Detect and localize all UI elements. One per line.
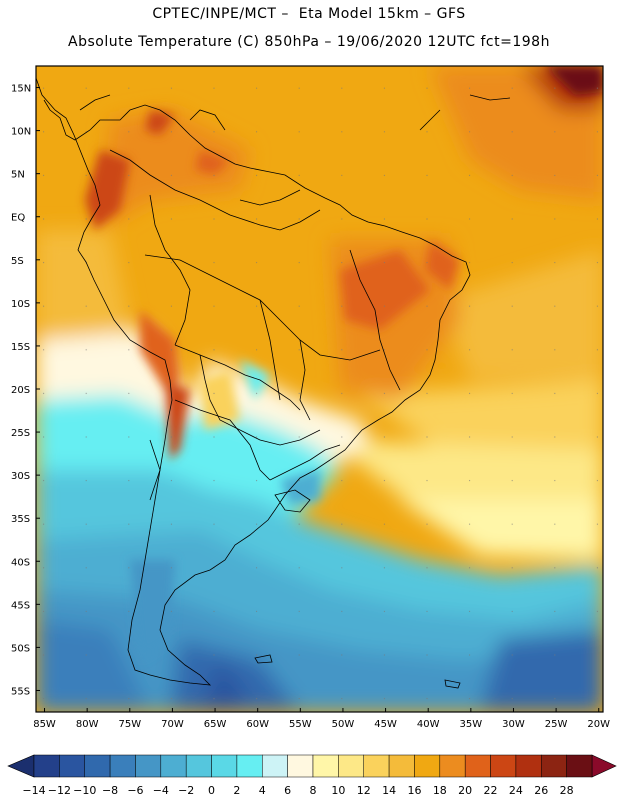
colorbar-label: 0 (208, 784, 215, 797)
colorbar: −14 −12 −10 −8 −6 −4 −2 0 2 4 6 8 10 12 14 16 18 20 22 24 26… (7, 754, 617, 797)
lat-label: 25S (11, 428, 30, 439)
colorbar-swatch (388, 754, 415, 778)
map-title-line-1: CPTEC/INPE/MCT – Eta Model 15km – GFS (152, 6, 466, 22)
colorbar-label: 20 (458, 784, 472, 797)
colorbar-label: 12 (357, 784, 371, 797)
latitude-axis: 15N 10N 5N EQ 5S 10S 15S 20S 25S 30S 35S 40S 45S 50S 5… (11, 84, 40, 697)
lon-label: 55W (289, 719, 312, 730)
colorbar-swatch (490, 754, 517, 778)
colorbar-swatch (363, 754, 390, 778)
coastline-and-borders (36, 77, 511, 689)
colorbar-label: 10 (331, 784, 345, 797)
lon-label: 65W (204, 719, 227, 730)
map-title-line-2: Absolute Temperature (C) 850hPa – 19/06/… (68, 34, 550, 50)
longitude-axis: 85W 80W 75W 70W 65W 60W 55W 50W 45W 40W 35W 30W 25W 2… (33, 708, 610, 730)
colorbar-swatch (287, 754, 314, 778)
colorbar-swatch (338, 754, 364, 778)
colorbar-swatch (566, 754, 593, 778)
colorbar-label: −12 (48, 784, 71, 797)
colorbar-swatch (135, 754, 162, 778)
lat-label: 5N (11, 170, 25, 181)
colorbar-label: 2 (233, 784, 240, 797)
colorbar-label: 24 (509, 784, 523, 797)
colorbar-swatch (84, 754, 111, 778)
colorbar-swatch (236, 754, 263, 778)
colorbar-label: 26 (534, 784, 548, 797)
lon-label: 30W (502, 719, 525, 730)
colorbar-arrow-left (7, 754, 35, 778)
lat-label: 40S (11, 557, 30, 568)
colorbar-label: −10 (73, 784, 96, 797)
colorbar-swatch (439, 754, 466, 778)
lat-label: 35S (11, 514, 30, 525)
colorbar-label: −8 (102, 784, 118, 797)
colorbar-swatch (211, 754, 238, 778)
colorbar-swatch (59, 754, 85, 778)
colorbar-label: 18 (433, 784, 447, 797)
lat-label: 20S (11, 385, 30, 396)
colorbar-label: 14 (382, 784, 396, 797)
lat-label: 5S (11, 256, 24, 267)
lon-label: 35W (460, 719, 483, 730)
lon-label: 80W (76, 719, 99, 730)
colorbar-label: −6 (127, 784, 143, 797)
lat-label: 30S (11, 471, 30, 482)
lat-label: 15N (11, 84, 31, 95)
lon-label: 20W (587, 719, 610, 730)
colorbar-label: 22 (484, 784, 498, 797)
colorbar-swatch (109, 754, 136, 778)
lat-label: 50S (11, 643, 30, 654)
lat-label: 15S (11, 342, 30, 353)
colorbar-arrow-right (591, 754, 617, 778)
lon-label: 60W (246, 719, 269, 730)
colorbar-swatch (33, 754, 60, 778)
colorbar-label: 4 (259, 784, 266, 797)
colorbar-label: 28 (560, 784, 574, 797)
colorbar-swatch (541, 754, 567, 778)
colorbar-swatch (515, 754, 542, 778)
lat-label: 45S (11, 600, 30, 611)
lon-label: 45W (374, 719, 397, 730)
lon-label: 50W (332, 719, 355, 730)
colorbar-label: 16 (407, 784, 421, 797)
colorbar-swatch (464, 754, 491, 778)
lon-label: 85W (33, 719, 56, 730)
lat-label: 10N (11, 127, 31, 138)
lat-label: 55S (11, 686, 30, 697)
lat-label: 10S (11, 299, 30, 310)
colorbar-swatch (414, 754, 441, 778)
colorbar-label: 6 (284, 784, 291, 797)
lon-label: 70W (161, 719, 184, 730)
lon-label: 40W (417, 719, 440, 730)
lon-label: 25W (545, 719, 568, 730)
colorbar-swatch (185, 754, 212, 778)
colorbar-swatch (160, 754, 187, 778)
colorbar-label: −2 (178, 784, 194, 797)
colorbar-swatch (262, 754, 288, 778)
lon-label: 75W (118, 719, 141, 730)
colorbar-label: 8 (310, 784, 317, 797)
colorbar-label: −4 (153, 784, 169, 797)
colorbar-swatch (312, 754, 339, 778)
colorbar-label: −14 (22, 784, 45, 797)
lat-label: EQ (11, 213, 25, 224)
